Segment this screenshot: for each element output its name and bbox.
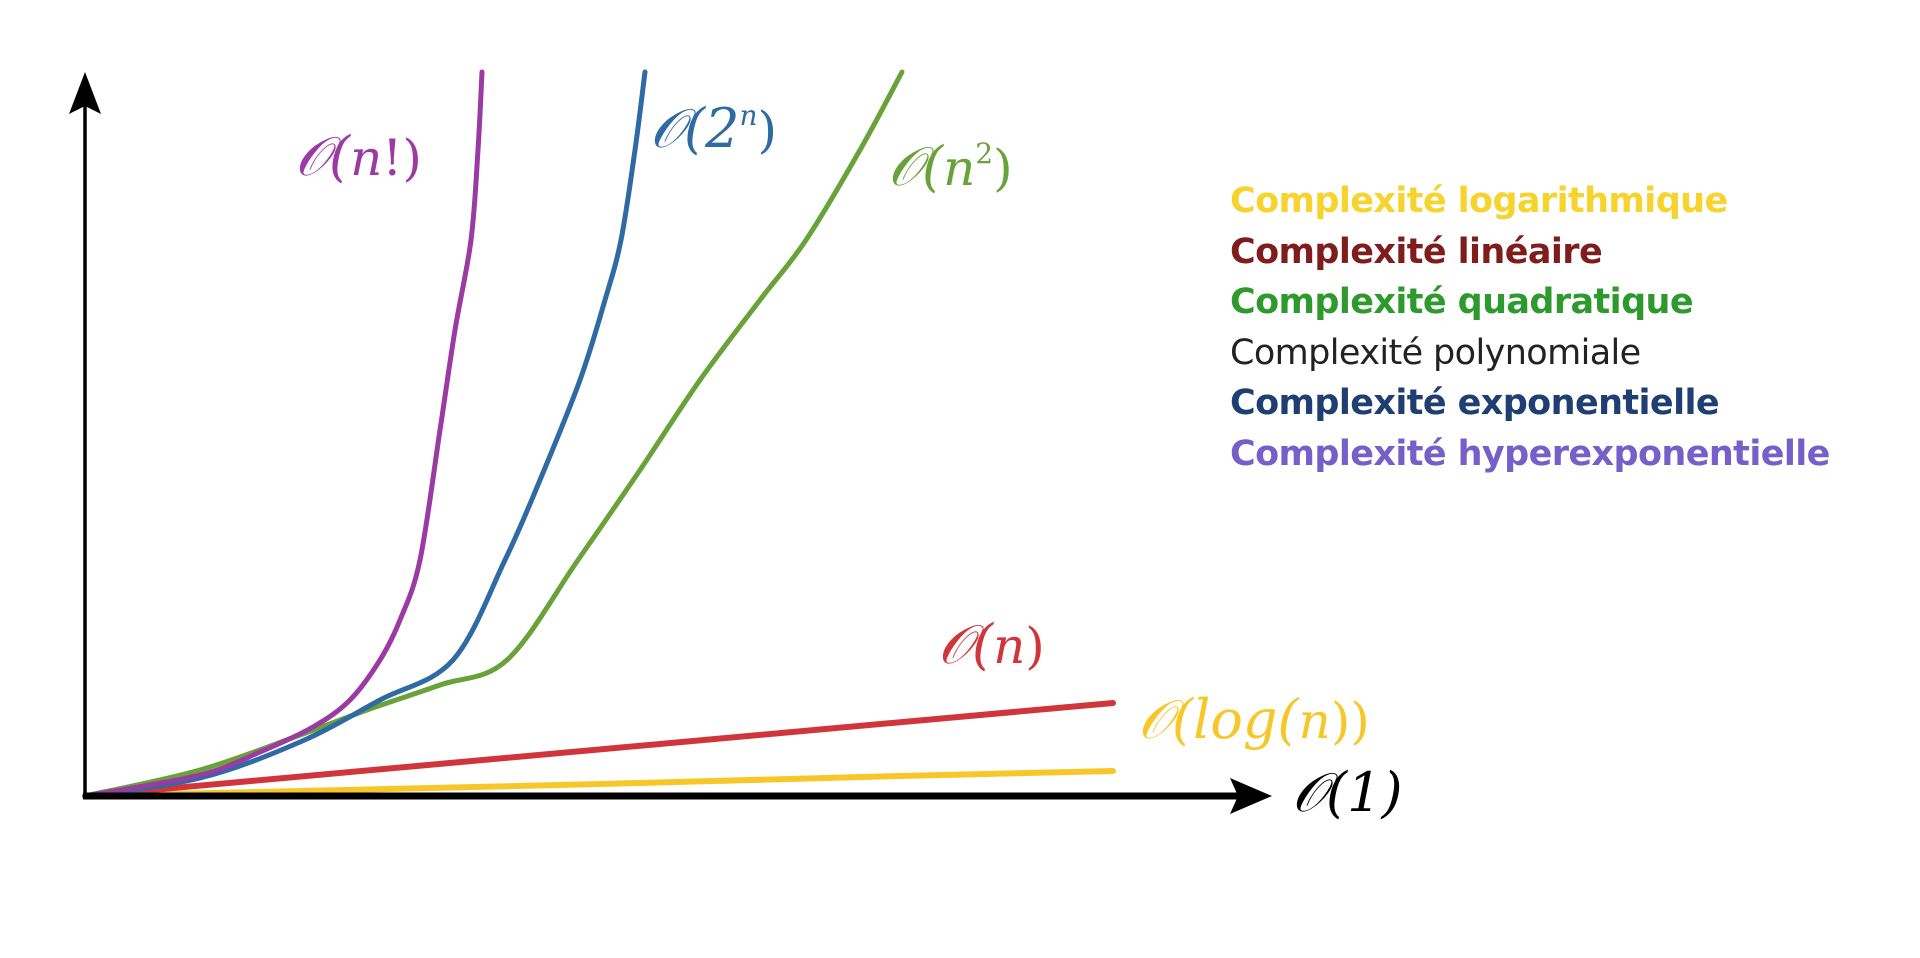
- label-suffix: ): [1025, 617, 1045, 675]
- label-prefix: 𝒪(log(: [1138, 688, 1299, 751]
- label-prefix: 𝒪(2: [650, 97, 740, 160]
- y-axis-arrow-icon: [69, 72, 101, 114]
- label-var: n: [943, 139, 976, 197]
- label-suffix: !): [382, 129, 422, 187]
- legend-item-hyperexponential: Complexité hyperexponentielle: [1230, 433, 1830, 474]
- label-var: n: [350, 129, 383, 187]
- label-suffix: )): [1330, 692, 1370, 750]
- legend-item-polynomial: Complexité polynomiale: [1230, 332, 1641, 373]
- curve-label-factorial: 𝒪(n!): [295, 130, 422, 184]
- curve-label-exponential: 𝒪(2n): [650, 102, 777, 156]
- curve-label-quadratic: 𝒪(n2): [888, 140, 1013, 194]
- label-suffix: ): [993, 139, 1013, 197]
- curve-label-linear: 𝒪(n): [938, 618, 1045, 672]
- legend-item-exponential: Complexité exponentielle: [1230, 383, 1720, 423]
- legend-item-linear: Complexité linéaire: [1230, 231, 1603, 272]
- legend: Complexité logarithmique Complexité liné…: [1230, 176, 1830, 479]
- curve-exponential: [82, 69, 648, 799]
- x-axis-arrow-icon: [1230, 778, 1272, 814]
- curve-label-constant: 𝒪(1): [1292, 766, 1403, 820]
- curve-factorial: [82, 69, 485, 799]
- curve-linear: [82, 700, 1116, 799]
- label-sup: 2: [975, 137, 994, 170]
- curve-logarithmic: [82, 768, 1116, 799]
- label-prefix: 𝒪(1): [1292, 761, 1403, 824]
- label-var: n: [993, 617, 1026, 675]
- curve-label-logarithmic: 𝒪(log(n)): [1138, 693, 1370, 747]
- label-prefix: 𝒪(: [888, 135, 944, 198]
- legend-item-logarithmic: Complexité logarithmique: [1230, 181, 1728, 221]
- legend-item-quadratic: Complexité quadratique: [1230, 282, 1694, 322]
- label-sup: n: [739, 99, 758, 132]
- label-var: n: [1298, 692, 1331, 750]
- label-suffix: ): [757, 101, 778, 159]
- curve-quadratic: [82, 69, 905, 799]
- label-prefix: 𝒪(: [295, 125, 351, 188]
- label-prefix: 𝒪(: [938, 613, 994, 676]
- curves-group: [82, 69, 1116, 799]
